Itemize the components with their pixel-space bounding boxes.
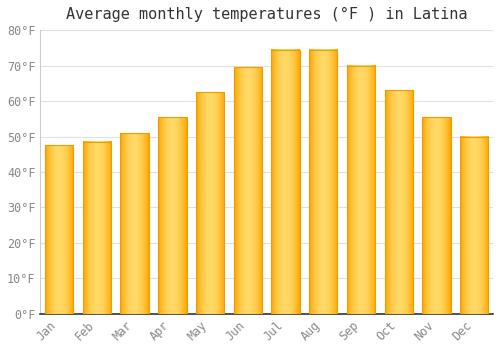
Bar	[196, 92, 224, 314]
Bar	[83, 142, 111, 314]
Bar	[234, 67, 262, 314]
Bar	[45, 145, 74, 314]
Bar	[158, 117, 186, 314]
Title: Average monthly temperatures (°F ) in Latina: Average monthly temperatures (°F ) in La…	[66, 7, 468, 22]
Bar	[384, 90, 413, 314]
Bar	[120, 133, 149, 314]
Bar	[347, 65, 375, 314]
Bar	[309, 50, 338, 314]
Bar	[422, 117, 450, 314]
Bar	[272, 50, 299, 314]
Bar	[460, 136, 488, 314]
